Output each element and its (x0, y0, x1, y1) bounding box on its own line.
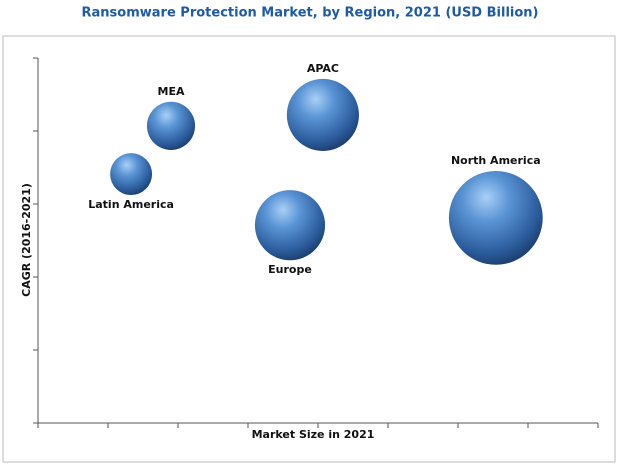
bubble (110, 153, 153, 196)
chart-title: Ransomware Protection Market, by Region,… (82, 6, 539, 21)
bubble (448, 170, 543, 265)
bubble-label: MEA (158, 85, 185, 98)
x-axis-label: Market Size in 2021 (252, 428, 375, 441)
bubble (146, 101, 196, 150)
bubble (254, 190, 326, 261)
bubble-label: APAC (307, 62, 339, 75)
bubble-label: Europe (268, 263, 312, 276)
bubble-label: North America (451, 154, 541, 167)
y-axis-label: CAGR (2016-2021) (20, 183, 33, 297)
chart-frame (2, 35, 616, 463)
bubble-label: Latin America (88, 198, 174, 211)
bubble (286, 78, 359, 151)
